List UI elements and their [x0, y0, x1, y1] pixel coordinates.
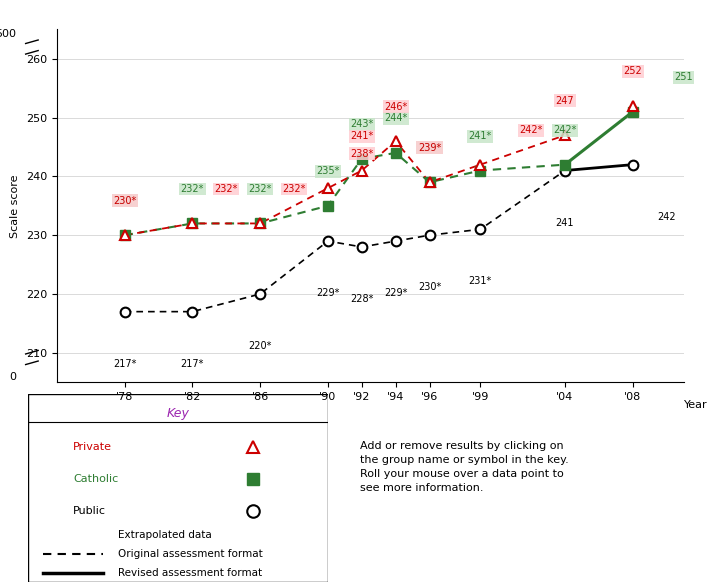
- Text: 220*: 220*: [248, 341, 272, 351]
- Text: 232*: 232*: [214, 184, 238, 194]
- Text: 217*: 217*: [181, 359, 204, 369]
- Text: 230*: 230*: [113, 196, 136, 206]
- Text: 238*: 238*: [350, 149, 373, 159]
- Text: 232*: 232*: [248, 184, 272, 194]
- Text: 229*: 229*: [384, 288, 407, 298]
- Text: 247: 247: [555, 96, 575, 106]
- Bar: [28, 394, 328, 582]
- Text: 242: 242: [657, 212, 676, 222]
- Text: Key: Key: [167, 407, 189, 420]
- Text: 232*: 232*: [181, 184, 204, 194]
- Text: 242*: 242*: [553, 125, 577, 135]
- Text: 232*: 232*: [283, 184, 305, 194]
- Text: 231*: 231*: [468, 276, 492, 286]
- Y-axis label: Scale score: Scale score: [11, 174, 21, 238]
- Text: 241*: 241*: [350, 131, 373, 141]
- Text: 252: 252: [623, 66, 642, 76]
- Text: 0: 0: [9, 372, 16, 382]
- Text: 241*: 241*: [468, 131, 492, 141]
- Text: 239*: 239*: [418, 143, 441, 153]
- Text: 230*: 230*: [418, 282, 441, 292]
- Text: 251: 251: [674, 72, 693, 82]
- Text: 228*: 228*: [350, 294, 374, 304]
- Text: 243*: 243*: [350, 119, 373, 129]
- Text: 239*: 239*: [418, 143, 441, 153]
- Text: 246*: 246*: [384, 102, 407, 112]
- Text: Catholic: Catholic: [73, 473, 119, 484]
- Text: 242*: 242*: [520, 125, 543, 135]
- Text: 230*: 230*: [113, 196, 136, 206]
- Text: Private: Private: [73, 442, 112, 452]
- Text: 229*: 229*: [316, 288, 340, 298]
- Text: 235*: 235*: [316, 166, 340, 176]
- Text: Public: Public: [73, 506, 106, 516]
- Text: 500: 500: [0, 29, 16, 39]
- Text: 241: 241: [556, 218, 575, 228]
- Text: Extrapolated data: Extrapolated data: [118, 530, 212, 540]
- Text: Revised assessment format: Revised assessment format: [118, 567, 262, 578]
- Text: Original assessment format: Original assessment format: [118, 549, 263, 559]
- Text: 217*: 217*: [113, 359, 137, 369]
- Text: Add or remove results by clicking on
the group name or symbol in the key.
Roll y: Add or remove results by clicking on the…: [360, 441, 568, 493]
- X-axis label: Year: Year: [684, 400, 708, 410]
- Text: 244*: 244*: [384, 113, 407, 123]
